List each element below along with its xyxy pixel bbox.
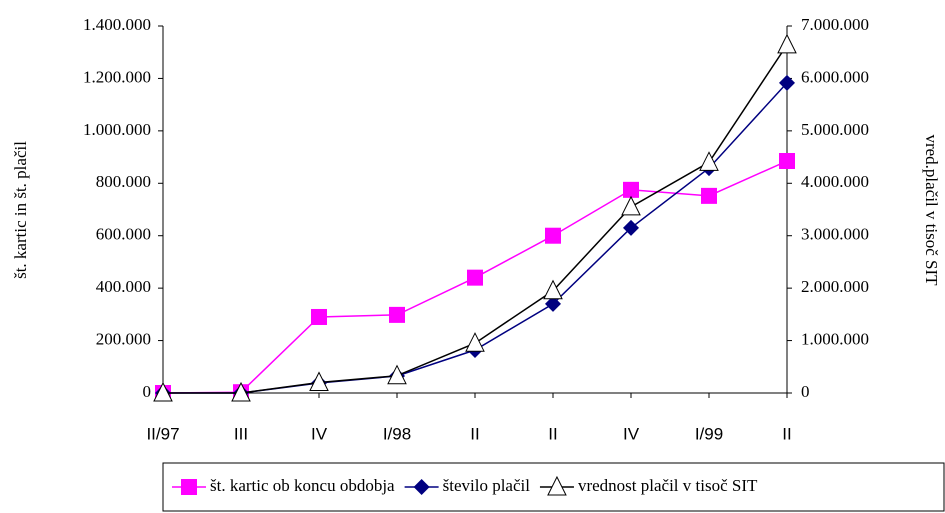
y2-tick-label: 0 [801, 382, 810, 401]
y-tick-label: 1.200.000 [83, 67, 151, 86]
x-tick-label: II/97 [146, 424, 179, 443]
data-point [779, 153, 795, 170]
x-tick-label: II [782, 424, 791, 443]
legend-marker [413, 479, 430, 495]
y-tick-label: 0 [143, 382, 152, 401]
legend-label: vrednost plačil v tisoč SIT [578, 476, 758, 495]
y-tick-label: 1.400.000 [83, 15, 151, 34]
data-point [623, 219, 639, 236]
y2-tick-label: 3.000.000 [801, 225, 869, 244]
data-point [779, 74, 795, 91]
y2-tick-label: 1.000.000 [801, 329, 869, 348]
y-tick-label: 800.000 [96, 172, 151, 191]
data-point [777, 33, 797, 54]
y2-tick-label: 4.000.000 [801, 172, 869, 191]
y2-tick-label: 5.000.000 [801, 120, 869, 139]
data-point [543, 279, 563, 300]
x-tick-label: III [234, 424, 248, 443]
x-tick-label: I/98 [383, 424, 411, 443]
data-point [389, 306, 405, 323]
y-tick-label: 400.000 [96, 277, 151, 296]
legend-box [162, 462, 945, 512]
x-tick-label: IV [623, 424, 640, 443]
data-point [465, 332, 485, 352]
y2-tick-label: 7.000.000 [801, 15, 869, 34]
data-point [309, 371, 329, 392]
data-point [231, 381, 251, 402]
data-point [623, 181, 639, 198]
data-point [153, 381, 173, 402]
data-point [387, 364, 407, 385]
data-point [467, 269, 483, 286]
y-tick-label: 200.000 [96, 329, 151, 348]
x-tick-label: II [548, 424, 557, 443]
legend-label: št. kartic ob koncu obdobja [210, 476, 395, 495]
legend-label: število plačil [443, 476, 531, 495]
data-point [701, 187, 717, 204]
data-point [621, 195, 641, 216]
x-tick-label: IV [311, 424, 328, 443]
data-point [545, 295, 561, 312]
data-point [545, 227, 561, 244]
y2-axis-label: vred.plačil v tisoč SIT [922, 134, 941, 286]
x-tick-label: II [470, 424, 479, 443]
legend-marker [547, 475, 567, 496]
y-tick-label: 1.000.000 [83, 120, 151, 139]
data-point [311, 308, 327, 325]
y2-tick-label: 2.000.000 [801, 277, 869, 296]
y-axis-label: št. kartic in št. plačil [11, 141, 30, 279]
legend-marker [181, 479, 197, 495]
x-tick-label: I/99 [695, 424, 723, 443]
data-point [699, 151, 719, 171]
y-tick-label: 600.000 [96, 225, 151, 244]
y2-tick-label: 6.000.000 [801, 67, 869, 86]
